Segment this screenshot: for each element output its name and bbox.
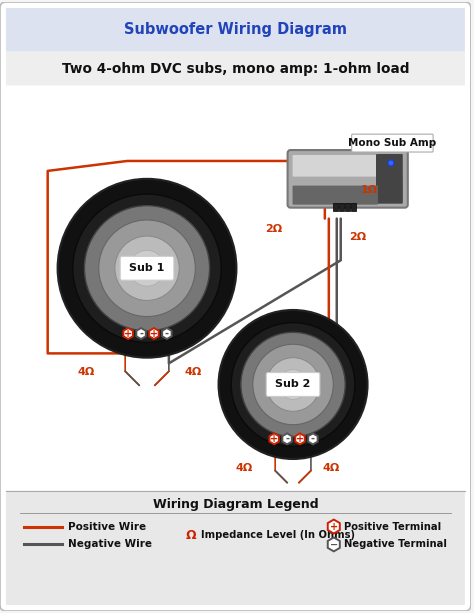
- Text: −: −: [330, 539, 338, 549]
- FancyBboxPatch shape: [376, 154, 403, 204]
- Text: +: +: [296, 434, 304, 444]
- Polygon shape: [295, 433, 305, 444]
- Text: -: -: [311, 434, 315, 444]
- Circle shape: [58, 179, 237, 357]
- FancyBboxPatch shape: [292, 155, 403, 177]
- Text: Subwoofer Wiring Diagram: Subwoofer Wiring Diagram: [124, 22, 347, 37]
- Polygon shape: [328, 538, 340, 551]
- Polygon shape: [328, 520, 340, 533]
- Text: -: -: [285, 434, 289, 444]
- Text: 4Ω: 4Ω: [185, 367, 202, 377]
- Text: Positive Wire: Positive Wire: [68, 522, 146, 531]
- FancyBboxPatch shape: [292, 186, 378, 205]
- Bar: [351, 203, 356, 211]
- Text: 2Ω: 2Ω: [349, 232, 366, 242]
- Text: +: +: [270, 434, 278, 444]
- Text: Sub 2: Sub 2: [275, 379, 311, 389]
- FancyBboxPatch shape: [6, 491, 465, 605]
- Circle shape: [388, 160, 394, 166]
- Polygon shape: [149, 328, 159, 339]
- Bar: [345, 203, 350, 211]
- Text: Negative Terminal: Negative Terminal: [344, 539, 447, 549]
- Text: 4Ω: 4Ω: [323, 463, 340, 473]
- Bar: [333, 203, 338, 211]
- Bar: [339, 203, 344, 211]
- Text: Two 4-ohm DVC subs, mono amp: 1-ohm load: Two 4-ohm DVC subs, mono amp: 1-ohm load: [62, 61, 409, 75]
- Text: Negative Wire: Negative Wire: [68, 539, 152, 549]
- Circle shape: [99, 220, 195, 316]
- Text: Mono Sub Amp: Mono Sub Amp: [348, 138, 437, 148]
- Circle shape: [219, 310, 367, 459]
- Polygon shape: [162, 328, 172, 339]
- Circle shape: [241, 332, 345, 436]
- FancyBboxPatch shape: [288, 150, 408, 208]
- Text: 2Ω: 2Ω: [265, 224, 283, 235]
- FancyBboxPatch shape: [6, 51, 465, 85]
- Circle shape: [253, 345, 333, 425]
- Circle shape: [84, 206, 210, 331]
- Circle shape: [266, 357, 320, 411]
- Polygon shape: [269, 433, 279, 444]
- Polygon shape: [123, 328, 133, 339]
- Circle shape: [115, 236, 179, 300]
- Polygon shape: [283, 433, 292, 444]
- Text: +: +: [150, 329, 158, 338]
- Text: +: +: [330, 522, 338, 531]
- FancyBboxPatch shape: [266, 373, 320, 397]
- Circle shape: [278, 370, 308, 400]
- Text: Wiring Diagram Legend: Wiring Diagram Legend: [153, 498, 318, 511]
- Text: 1Ω: 1Ω: [361, 185, 378, 195]
- Text: 4Ω: 4Ω: [77, 367, 95, 377]
- Polygon shape: [308, 433, 318, 444]
- Circle shape: [129, 250, 165, 286]
- Text: -: -: [139, 329, 143, 338]
- Circle shape: [73, 194, 221, 343]
- Polygon shape: [137, 328, 146, 339]
- Text: Impedance Level (In Ohms): Impedance Level (In Ohms): [201, 530, 355, 541]
- Text: 4Ω: 4Ω: [236, 463, 253, 473]
- Text: Positive Terminal: Positive Terminal: [344, 522, 441, 531]
- Text: -: -: [165, 329, 169, 338]
- Text: Sub 1: Sub 1: [129, 263, 164, 273]
- FancyBboxPatch shape: [352, 134, 433, 152]
- Text: Ω: Ω: [185, 529, 196, 542]
- Circle shape: [231, 322, 355, 446]
- FancyBboxPatch shape: [120, 256, 174, 280]
- FancyBboxPatch shape: [6, 8, 465, 51]
- Text: +: +: [124, 329, 132, 338]
